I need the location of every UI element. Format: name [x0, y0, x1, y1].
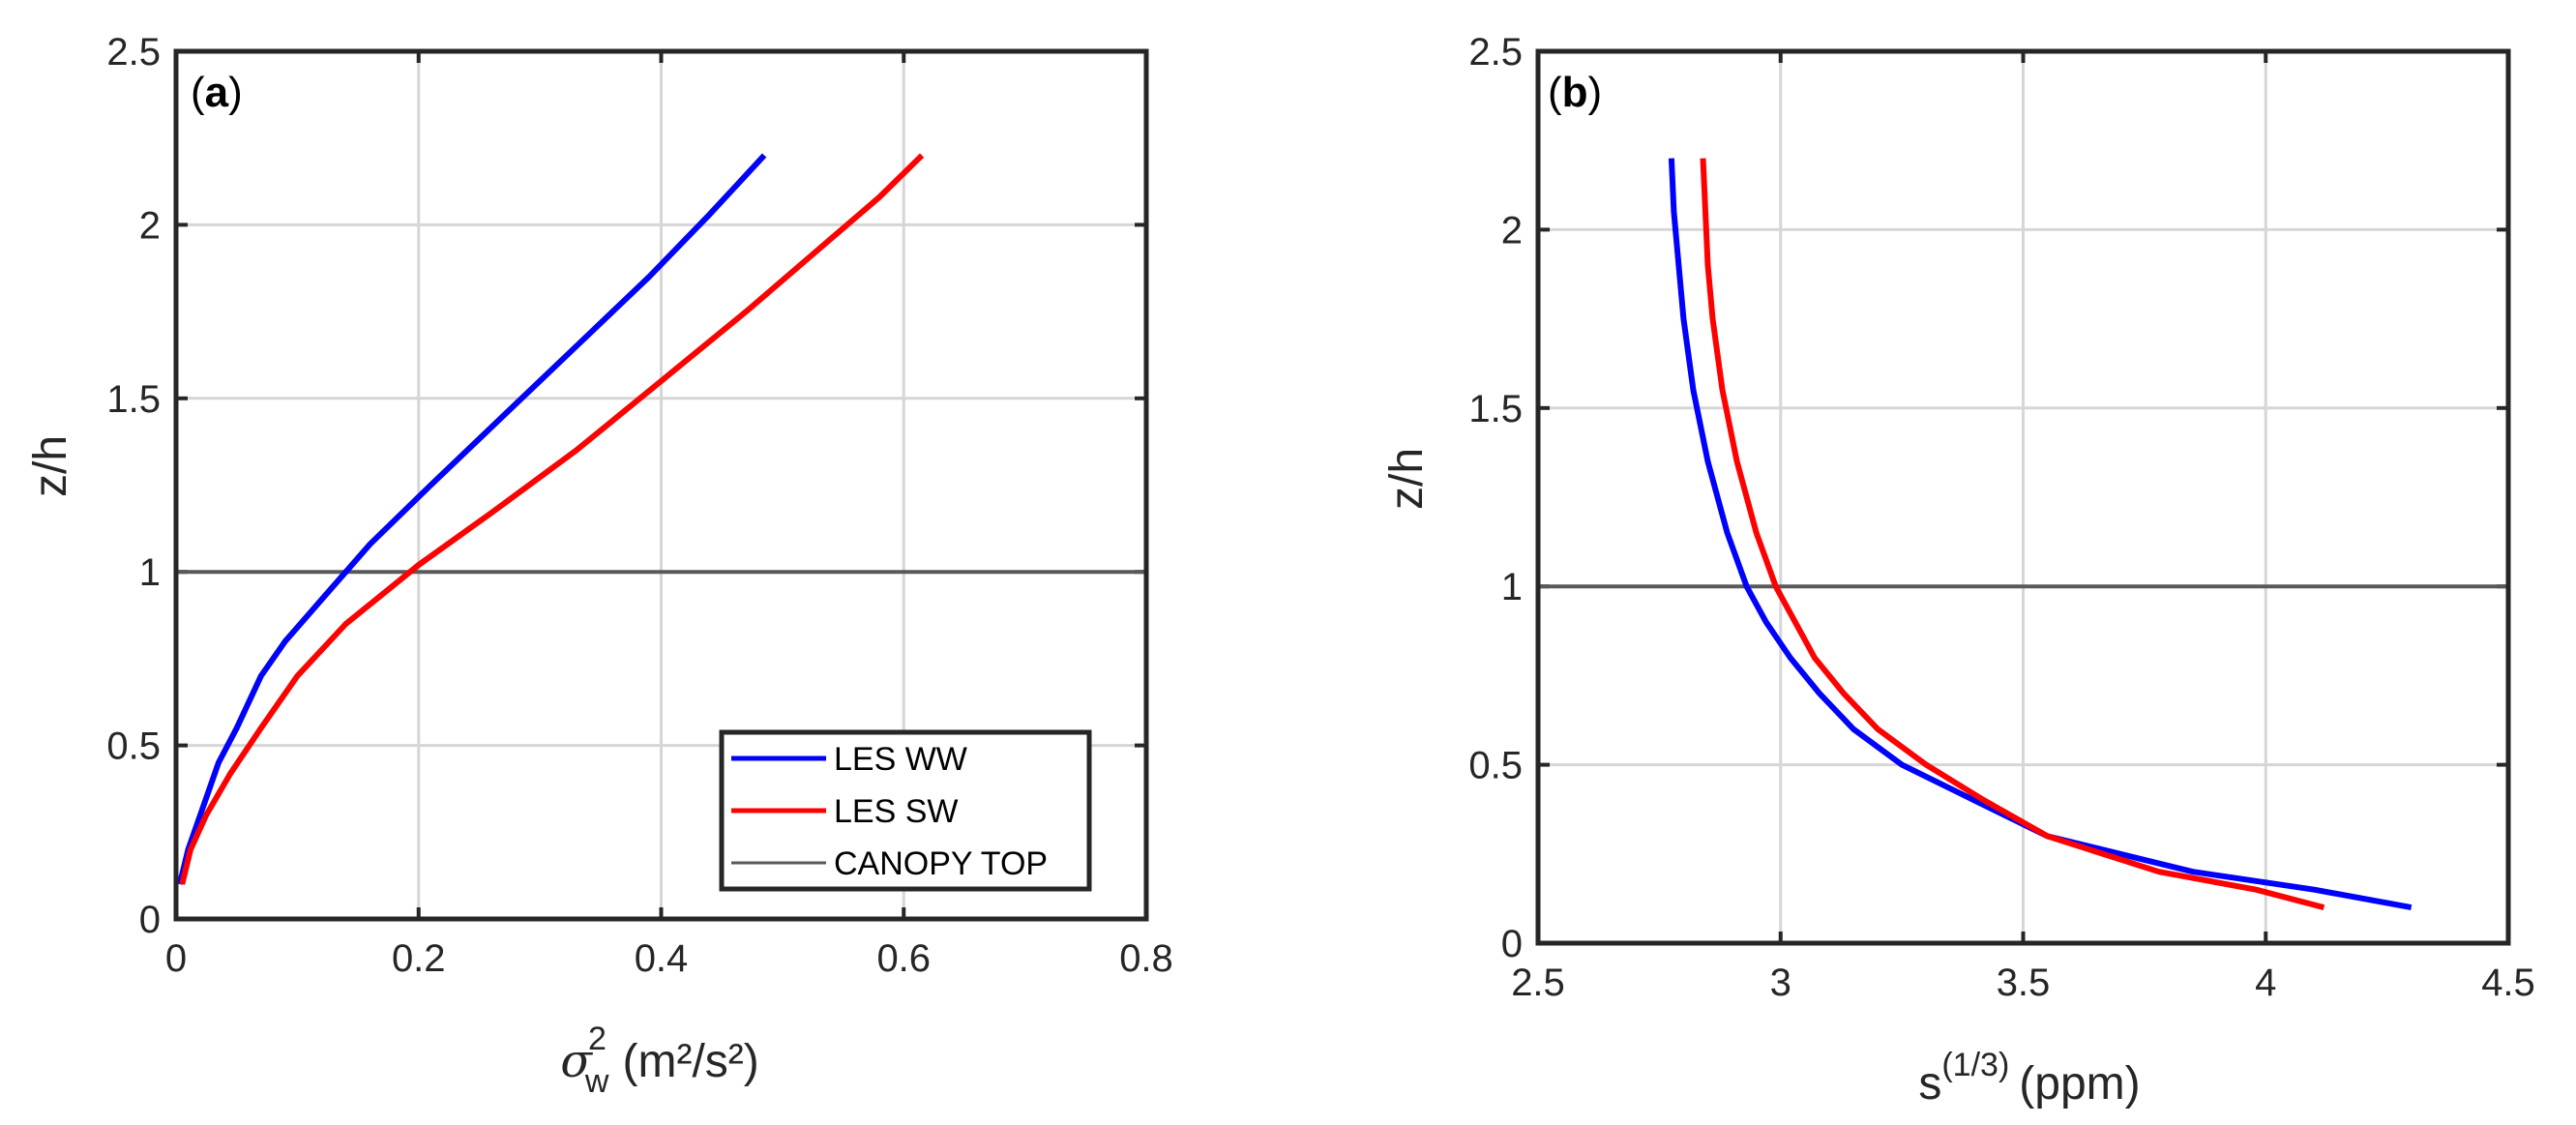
panel-b-ytick-label: 2	[1501, 209, 1523, 252]
panel-a-ytick-label: 2.5	[106, 31, 161, 74]
panel-b-ytick-label: 2.5	[1468, 31, 1523, 74]
panel-b-xlabel-symbol: s	[1918, 1058, 1941, 1110]
panel-a-xlabel-sup: 2	[588, 1021, 607, 1057]
panel-a-series-les-ww	[176, 153, 767, 885]
panel-b-label: (b)	[1548, 69, 1602, 116]
panel-a-xtick-label: 0.4	[635, 937, 689, 980]
panel-a-ytick-label: 0.5	[106, 725, 161, 768]
panel-b-xtick-label: 3.5	[1997, 962, 2051, 1004]
panel-a-xlabel-units: (m²/s²)	[622, 1036, 758, 1087]
panel-a-ytick-label: 0	[139, 899, 161, 941]
panel-b-xtick-label: 2.5	[1511, 962, 1565, 1004]
panel-b-chart: 2.5 3 3.5 4 4.5 0 0.5 1 1.5 2 2.5 (b) z/h s(1/3) (ppm)	[1381, 31, 2535, 1110]
panel-a-ylabel: z/h	[25, 435, 76, 497]
panel-b-xlabel: s(1/3) (ppm)	[1918, 1047, 2140, 1110]
panel-b-xlabel-sup: (1/3)	[1941, 1047, 2009, 1083]
panel-a-letter: a	[205, 69, 229, 116]
panel-a-axes-frame	[173, 48, 1149, 922]
panel-a-label: (a)	[191, 69, 243, 116]
panel-a-series-les-sw	[179, 153, 925, 885]
panel-a-ytick-label: 2	[139, 204, 161, 247]
panel-a-legend-label: LES SW	[834, 793, 958, 830]
panel-a-xtick-label: 0.8	[1119, 937, 1173, 980]
panel-a-ytick-label: 1.5	[106, 378, 161, 421]
panel-a-legend: LES WW LES SW CANOPY TOP	[719, 729, 1092, 892]
panel-a-xtick-label: 0.2	[392, 937, 446, 980]
panel-a-ytick-label: 1	[139, 551, 161, 594]
panel-b-ylabel: z/h	[1381, 448, 1433, 510]
panel-a-chart: 0 0.2 0.4 0.6 0.8 0 0.5 1 1.5 2 2.5 LES WW LES SW CAN…	[25, 31, 1173, 1100]
panel-b-xlabel-units: (ppm)	[2019, 1058, 2140, 1110]
panel-b-ytick-label: 1.5	[1468, 388, 1523, 430]
panel-a-xlabel: σ2 w (m²/s²)	[560, 1021, 759, 1100]
panel-b-xtick-label: 4	[2255, 962, 2276, 1004]
panel-a-xtick-label: 0.6	[876, 937, 931, 980]
panel-b-axes-frame	[1535, 48, 2511, 946]
panel-a-xlabel-sub: w	[584, 1063, 609, 1100]
panel-b-ytick-label: 1	[1501, 566, 1523, 608]
panel-b-xtick-label: 4.5	[2481, 962, 2535, 1004]
panel-b-ytick-label: 0	[1501, 923, 1523, 965]
panel-a-legend-label: CANOPY TOP	[834, 845, 1048, 882]
panel-a-xlabel-symbol: σ	[560, 1034, 593, 1088]
panel-b-letter: b	[1562, 69, 1588, 116]
panel-b-ytick-label: 0.5	[1468, 745, 1523, 787]
panel-b-xtick-label: 3	[1770, 962, 1791, 1004]
panel-a-legend-label: LES WW	[834, 741, 967, 778]
panel-a-xtick-label: 0	[165, 937, 187, 980]
panel-b-series-les-sw	[1700, 158, 2325, 911]
